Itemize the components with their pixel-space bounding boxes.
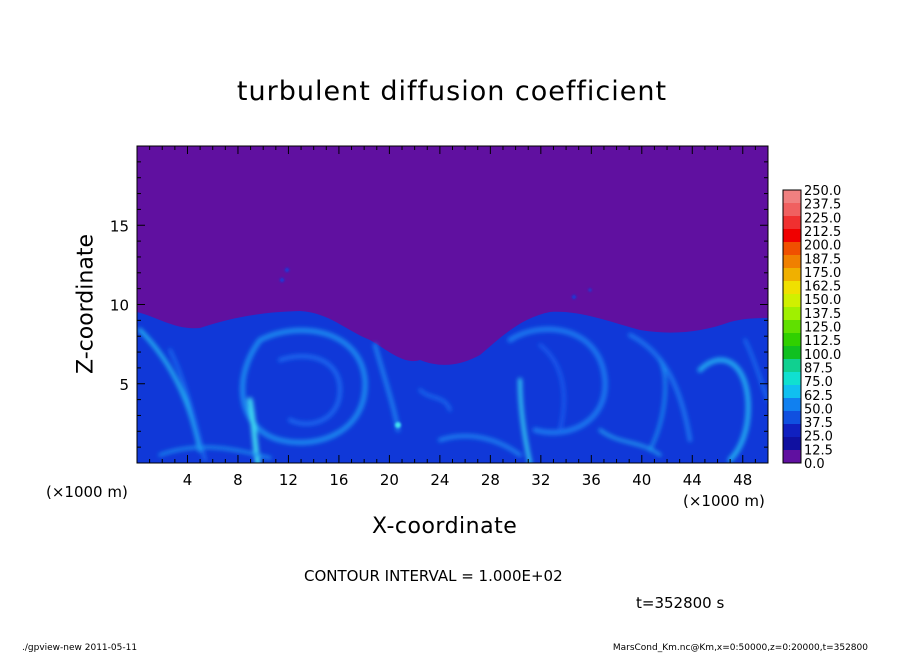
y-tick-label: 10: [110, 297, 129, 315]
turbulent-layer: [137, 311, 768, 463]
x-tick-label: 28: [481, 471, 500, 489]
colorbar-swatch: [783, 333, 801, 346]
colorbar-swatch: [783, 255, 801, 268]
x-tick-label: 24: [430, 471, 449, 489]
time-note: t=352800 s: [636, 594, 725, 612]
x-unit-right: (×1000 m): [683, 492, 765, 510]
contour-interval-note: CONTOUR INTERVAL = 1.000E+02: [304, 567, 563, 585]
colorbar-label: 250.0: [804, 184, 841, 199]
colorbar-swatch: [783, 242, 801, 255]
colorbar-swatch: [783, 437, 801, 450]
colorbar-label: 112.5: [804, 334, 841, 349]
colorbar-label: 150.0: [804, 293, 841, 308]
x-tick-label: 44: [683, 471, 702, 489]
x-tick-label: 16: [329, 471, 348, 489]
colorbar-swatch: [783, 229, 801, 242]
colorbar-swatch: [783, 307, 801, 320]
x-tick-label: 8: [233, 471, 243, 489]
y-axis-ticks: 5 10 15: [110, 161, 768, 448]
colorbar-label: 12.5: [804, 443, 833, 458]
colorbar-swatch: [783, 203, 801, 216]
colorbar-border: [782, 189, 802, 464]
footer-left: ./gpview-new 2011-05-11: [22, 643, 138, 653]
colorbar-label: 137.5: [804, 307, 841, 322]
colorbar-label: 50.0: [804, 402, 833, 417]
colorbar-label: 187.5: [804, 252, 841, 267]
colorbar-label: 37.5: [804, 416, 833, 431]
colorbar-label: 225.0: [804, 211, 841, 226]
colorbar-label: 87.5: [804, 361, 833, 376]
colorbar: 250.0237.5225.0212.5200.0187.5175.0162.5…: [782, 184, 841, 472]
heatmap-field: [137, 146, 768, 463]
colorbar-swatch: [783, 216, 801, 229]
footer-right: MarsCond_Km.nc@Km,x=0:50000,z=0:20000,t=…: [612, 643, 868, 653]
colorbar-swatch: [783, 450, 801, 463]
colorbar-label: 162.5: [804, 280, 841, 295]
colorbar-label: 100.0: [804, 348, 841, 363]
colorbar-swatch: [783, 320, 801, 333]
colorbar-swatch: [783, 281, 801, 294]
x-tick-label: 20: [380, 471, 399, 489]
y-tick-label: 5: [119, 376, 129, 394]
colorbar-swatch: [783, 398, 801, 411]
colorbar-swatch: [783, 294, 801, 307]
colorbar-label: 175.0: [804, 266, 841, 281]
x-tick-label: 4: [183, 471, 193, 489]
x-tick-label: 40: [632, 471, 651, 489]
chart-title: turbulent diffusion coefficient: [236, 76, 668, 107]
colorbar-swatch: [783, 372, 801, 385]
x-axis-label-text: X-coordinate: [372, 514, 518, 539]
colorbar-swatch: [783, 359, 801, 372]
y-tick-label: 15: [110, 217, 129, 235]
colorbar-label: 25.0: [804, 430, 833, 445]
colorbar-label: 0.0: [804, 457, 825, 472]
colorbar-label: 200.0: [804, 239, 841, 254]
colorbar-label: 125.0: [804, 321, 841, 336]
x-tick-label: 36: [582, 471, 601, 489]
colorbar-swatch: [783, 190, 801, 203]
x-tick-label: 32: [531, 471, 550, 489]
x-tick-label: 12: [279, 471, 298, 489]
x-axis-ticks: 4 8 12 16 20 24 28 32 36 40 44 48: [149, 146, 769, 489]
x-unit-left: (×1000 m): [46, 483, 128, 501]
colorbar-swatch: [783, 346, 801, 359]
colorbar-swatch: [783, 268, 801, 281]
colorbar-label: 62.5: [804, 389, 833, 404]
colorbar-swatch: [783, 385, 801, 398]
x-tick-label: 48: [733, 471, 752, 489]
y-axis-label: Z-coordinate: [73, 234, 99, 374]
colorbar-label: 75.0: [804, 375, 833, 390]
colorbar-label: 237.5: [804, 198, 841, 213]
colorbar-swatch: [783, 411, 801, 424]
colorbar-label: 212.5: [804, 225, 841, 240]
colorbar-swatch: [783, 424, 801, 437]
